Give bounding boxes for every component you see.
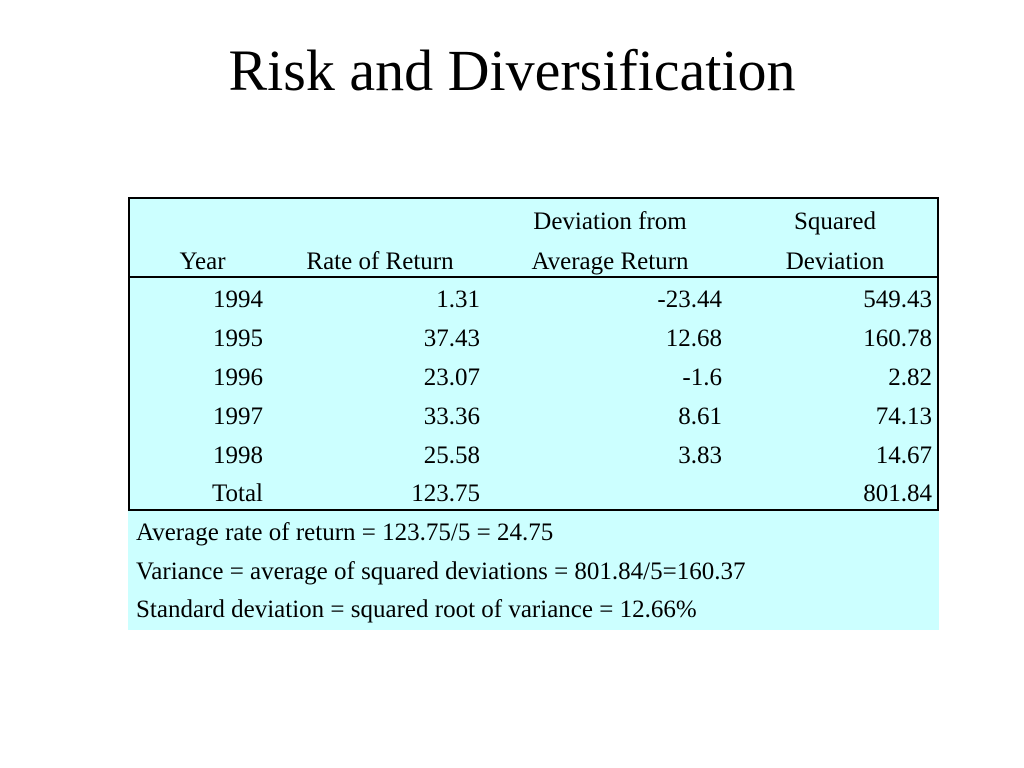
cell-deviation: -1.6 (682, 364, 722, 391)
table-row: 1996 23.07 -1.6 2.82 (130, 363, 937, 402)
table-row: 1994 1.31 -23.44 549.43 (130, 285, 937, 324)
cell-squared: 14.67 (875, 442, 932, 469)
header-deviation-line2: Average Return (531, 248, 689, 275)
cell-year: 1995 (213, 325, 263, 352)
note-standard-deviation: Standard deviation = squared root of var… (136, 596, 697, 623)
header-squared-line1: Squared (794, 208, 876, 235)
cell-year: Total (211, 480, 263, 507)
header-divider (130, 276, 937, 278)
cell-squared: 160.78 (863, 325, 932, 352)
slide-title: Risk and Diversification (228, 38, 796, 103)
note-average-return: Average rate of return = 123.75/5 = 24.7… (136, 519, 554, 546)
cell-deviation: 12.68 (665, 325, 722, 352)
cell-year: 1996 (213, 364, 263, 391)
cell-deviation: 8.61 (678, 403, 722, 430)
cell-rate: 123.75 (411, 480, 480, 507)
table-row: 1995 37.43 12.68 160.78 (130, 324, 937, 363)
cell-rate: 37.43 (423, 325, 480, 352)
cell-year: 1998 (213, 442, 263, 469)
cell-deviation: 3.83 (678, 442, 722, 469)
header-year: Year (179, 248, 226, 275)
cell-squared: 549.43 (863, 286, 932, 313)
table-row: 1997 33.36 8.61 74.13 (130, 402, 937, 441)
cell-rate: 23.07 (423, 364, 480, 391)
returns-table: Year Rate of Return Deviation from Avera… (128, 197, 939, 630)
cell-deviation: -23.44 (657, 286, 722, 313)
table-data-block: Year Rate of Return Deviation from Avera… (128, 197, 939, 511)
note-variance: Variance = average of squared deviations… (136, 558, 746, 585)
table-total-row: Total 123.75 801.84 (130, 479, 937, 518)
cell-squared: 74.13 (875, 403, 932, 430)
header-deviation-line1: Deviation from (533, 208, 687, 235)
cell-year: 1997 (213, 403, 263, 430)
cell-squared: 801.84 (863, 480, 932, 507)
header-squared-line2: Deviation (785, 248, 885, 275)
cell-rate: 1.31 (436, 286, 480, 313)
cell-year: 1994 (213, 286, 263, 313)
cell-squared: 2.82 (888, 364, 932, 391)
cell-rate: 25.58 (423, 442, 480, 469)
cell-rate: 33.36 (423, 403, 480, 430)
table-row: 1998 25.58 3.83 14.67 (130, 441, 937, 480)
header-rate-of-return: Rate of Return (306, 248, 454, 275)
